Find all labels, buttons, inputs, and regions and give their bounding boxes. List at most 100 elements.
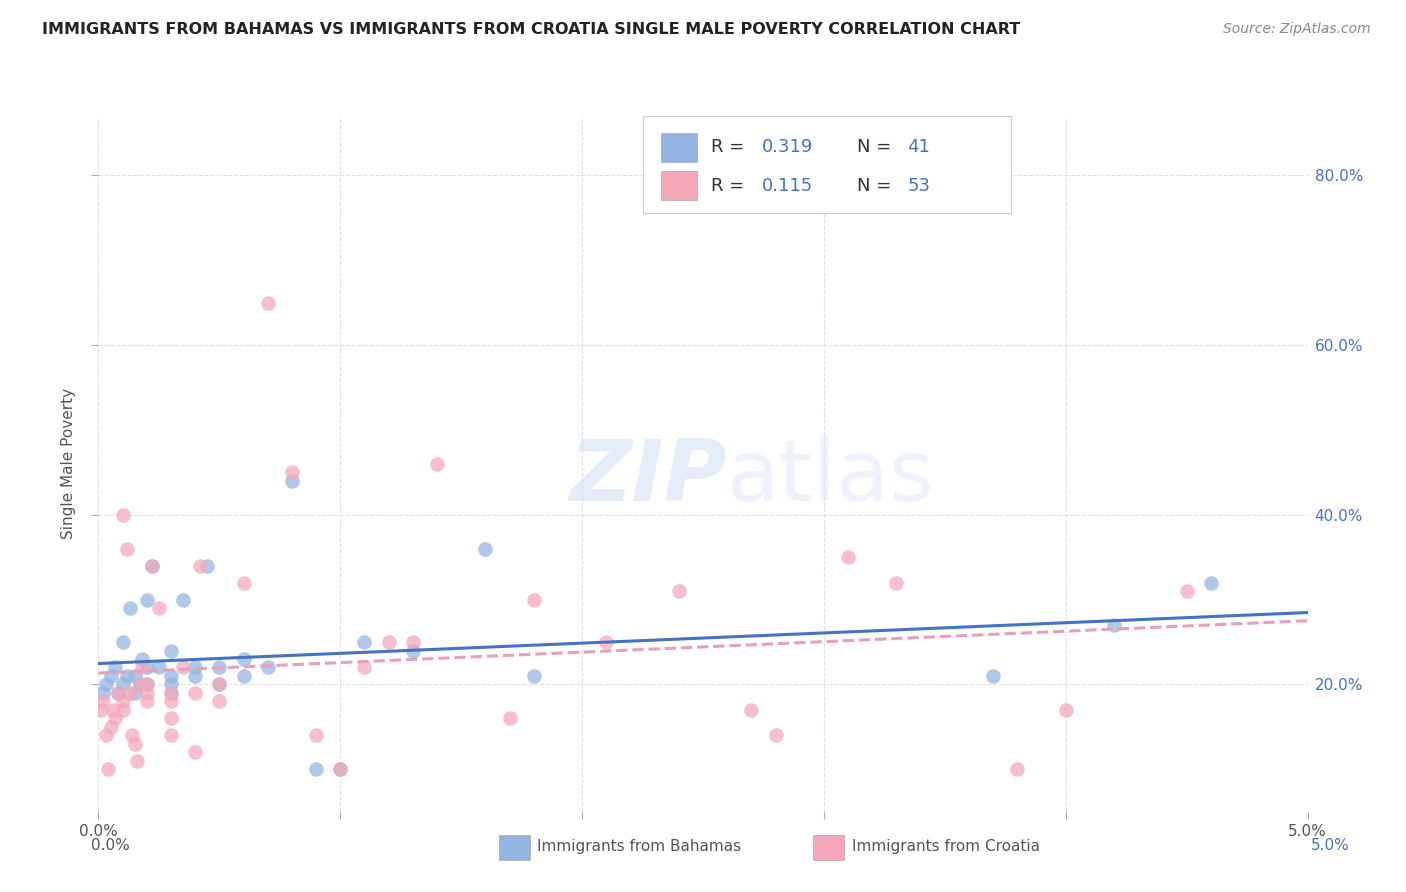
Point bbox=[353, 660, 375, 674]
Point bbox=[111, 677, 134, 691]
Point bbox=[111, 635, 134, 649]
Point bbox=[208, 694, 231, 708]
Point bbox=[90, 703, 112, 717]
Y-axis label: Single Male Poverty: Single Male Poverty bbox=[60, 388, 76, 540]
Point bbox=[172, 592, 194, 607]
Point bbox=[160, 686, 183, 700]
Point bbox=[128, 677, 150, 691]
Point bbox=[135, 686, 157, 700]
Text: N =: N = bbox=[856, 177, 897, 194]
Point bbox=[160, 686, 183, 700]
Text: 0.0%: 0.0% bbox=[91, 838, 131, 853]
Point bbox=[117, 541, 139, 556]
Text: R =: R = bbox=[711, 177, 751, 194]
Point bbox=[668, 584, 690, 599]
Point bbox=[111, 694, 134, 708]
Point bbox=[117, 669, 139, 683]
Point bbox=[131, 652, 153, 666]
Point bbox=[124, 669, 146, 683]
Point bbox=[256, 295, 278, 310]
Point bbox=[740, 703, 762, 717]
FancyBboxPatch shape bbox=[643, 116, 1011, 213]
Point bbox=[188, 558, 211, 573]
Point bbox=[135, 677, 157, 691]
Point bbox=[111, 508, 134, 522]
Text: 53: 53 bbox=[907, 177, 931, 194]
Point bbox=[148, 601, 170, 615]
Point bbox=[353, 635, 375, 649]
Point bbox=[160, 711, 183, 725]
Point bbox=[141, 558, 163, 573]
Point bbox=[97, 762, 120, 776]
Point bbox=[118, 601, 141, 615]
Point bbox=[305, 762, 328, 776]
Point bbox=[208, 677, 231, 691]
Point bbox=[91, 694, 114, 708]
Point bbox=[765, 728, 787, 742]
Point bbox=[100, 669, 122, 683]
Point bbox=[281, 466, 304, 480]
Point bbox=[184, 686, 207, 700]
Point bbox=[329, 762, 352, 776]
Text: N =: N = bbox=[856, 138, 897, 156]
Text: 5.0%: 5.0% bbox=[1310, 838, 1350, 853]
Text: R =: R = bbox=[711, 138, 751, 156]
Point bbox=[474, 541, 496, 556]
Point bbox=[1175, 584, 1198, 599]
Point bbox=[886, 575, 908, 590]
Point bbox=[184, 660, 207, 674]
Point bbox=[94, 677, 117, 691]
Text: 41: 41 bbox=[907, 138, 931, 156]
Point bbox=[135, 677, 157, 691]
Point bbox=[107, 686, 129, 700]
Point bbox=[595, 635, 617, 649]
Text: Immigrants from Bahamas: Immigrants from Bahamas bbox=[537, 839, 741, 854]
Point bbox=[329, 762, 352, 776]
Point bbox=[160, 643, 183, 657]
Point bbox=[1007, 762, 1029, 776]
FancyBboxPatch shape bbox=[661, 133, 697, 161]
Point bbox=[172, 660, 194, 674]
Point bbox=[981, 669, 1004, 683]
Point bbox=[160, 694, 183, 708]
Text: 0.115: 0.115 bbox=[762, 177, 814, 194]
Point bbox=[131, 660, 153, 674]
Point bbox=[426, 457, 449, 471]
Point bbox=[127, 754, 149, 768]
Point bbox=[104, 660, 127, 674]
Point bbox=[402, 635, 425, 649]
Point bbox=[281, 474, 304, 488]
Point bbox=[305, 728, 328, 742]
Point bbox=[195, 558, 218, 573]
Point bbox=[128, 677, 150, 691]
Point bbox=[160, 669, 183, 683]
FancyBboxPatch shape bbox=[661, 171, 697, 200]
Point bbox=[118, 686, 141, 700]
Text: Source: ZipAtlas.com: Source: ZipAtlas.com bbox=[1223, 22, 1371, 37]
Point bbox=[148, 660, 170, 674]
Point bbox=[135, 660, 157, 674]
Point bbox=[160, 677, 183, 691]
Point bbox=[184, 745, 207, 759]
Point bbox=[124, 686, 146, 700]
Point bbox=[111, 703, 134, 717]
Point bbox=[208, 660, 231, 674]
Point bbox=[256, 660, 278, 674]
Point bbox=[160, 728, 183, 742]
Point bbox=[91, 686, 114, 700]
Point bbox=[104, 711, 127, 725]
Point bbox=[107, 686, 129, 700]
Point bbox=[837, 550, 859, 565]
Point bbox=[232, 669, 254, 683]
Point bbox=[121, 728, 143, 742]
Point bbox=[498, 711, 520, 725]
Point bbox=[232, 575, 254, 590]
Point bbox=[101, 703, 124, 717]
Point bbox=[1102, 618, 1125, 632]
Text: atlas: atlas bbox=[727, 436, 935, 519]
Point bbox=[100, 720, 122, 734]
Text: ZIP: ZIP bbox=[569, 436, 727, 519]
Point bbox=[208, 677, 231, 691]
Point bbox=[1054, 703, 1077, 717]
Text: 0.319: 0.319 bbox=[762, 138, 814, 156]
